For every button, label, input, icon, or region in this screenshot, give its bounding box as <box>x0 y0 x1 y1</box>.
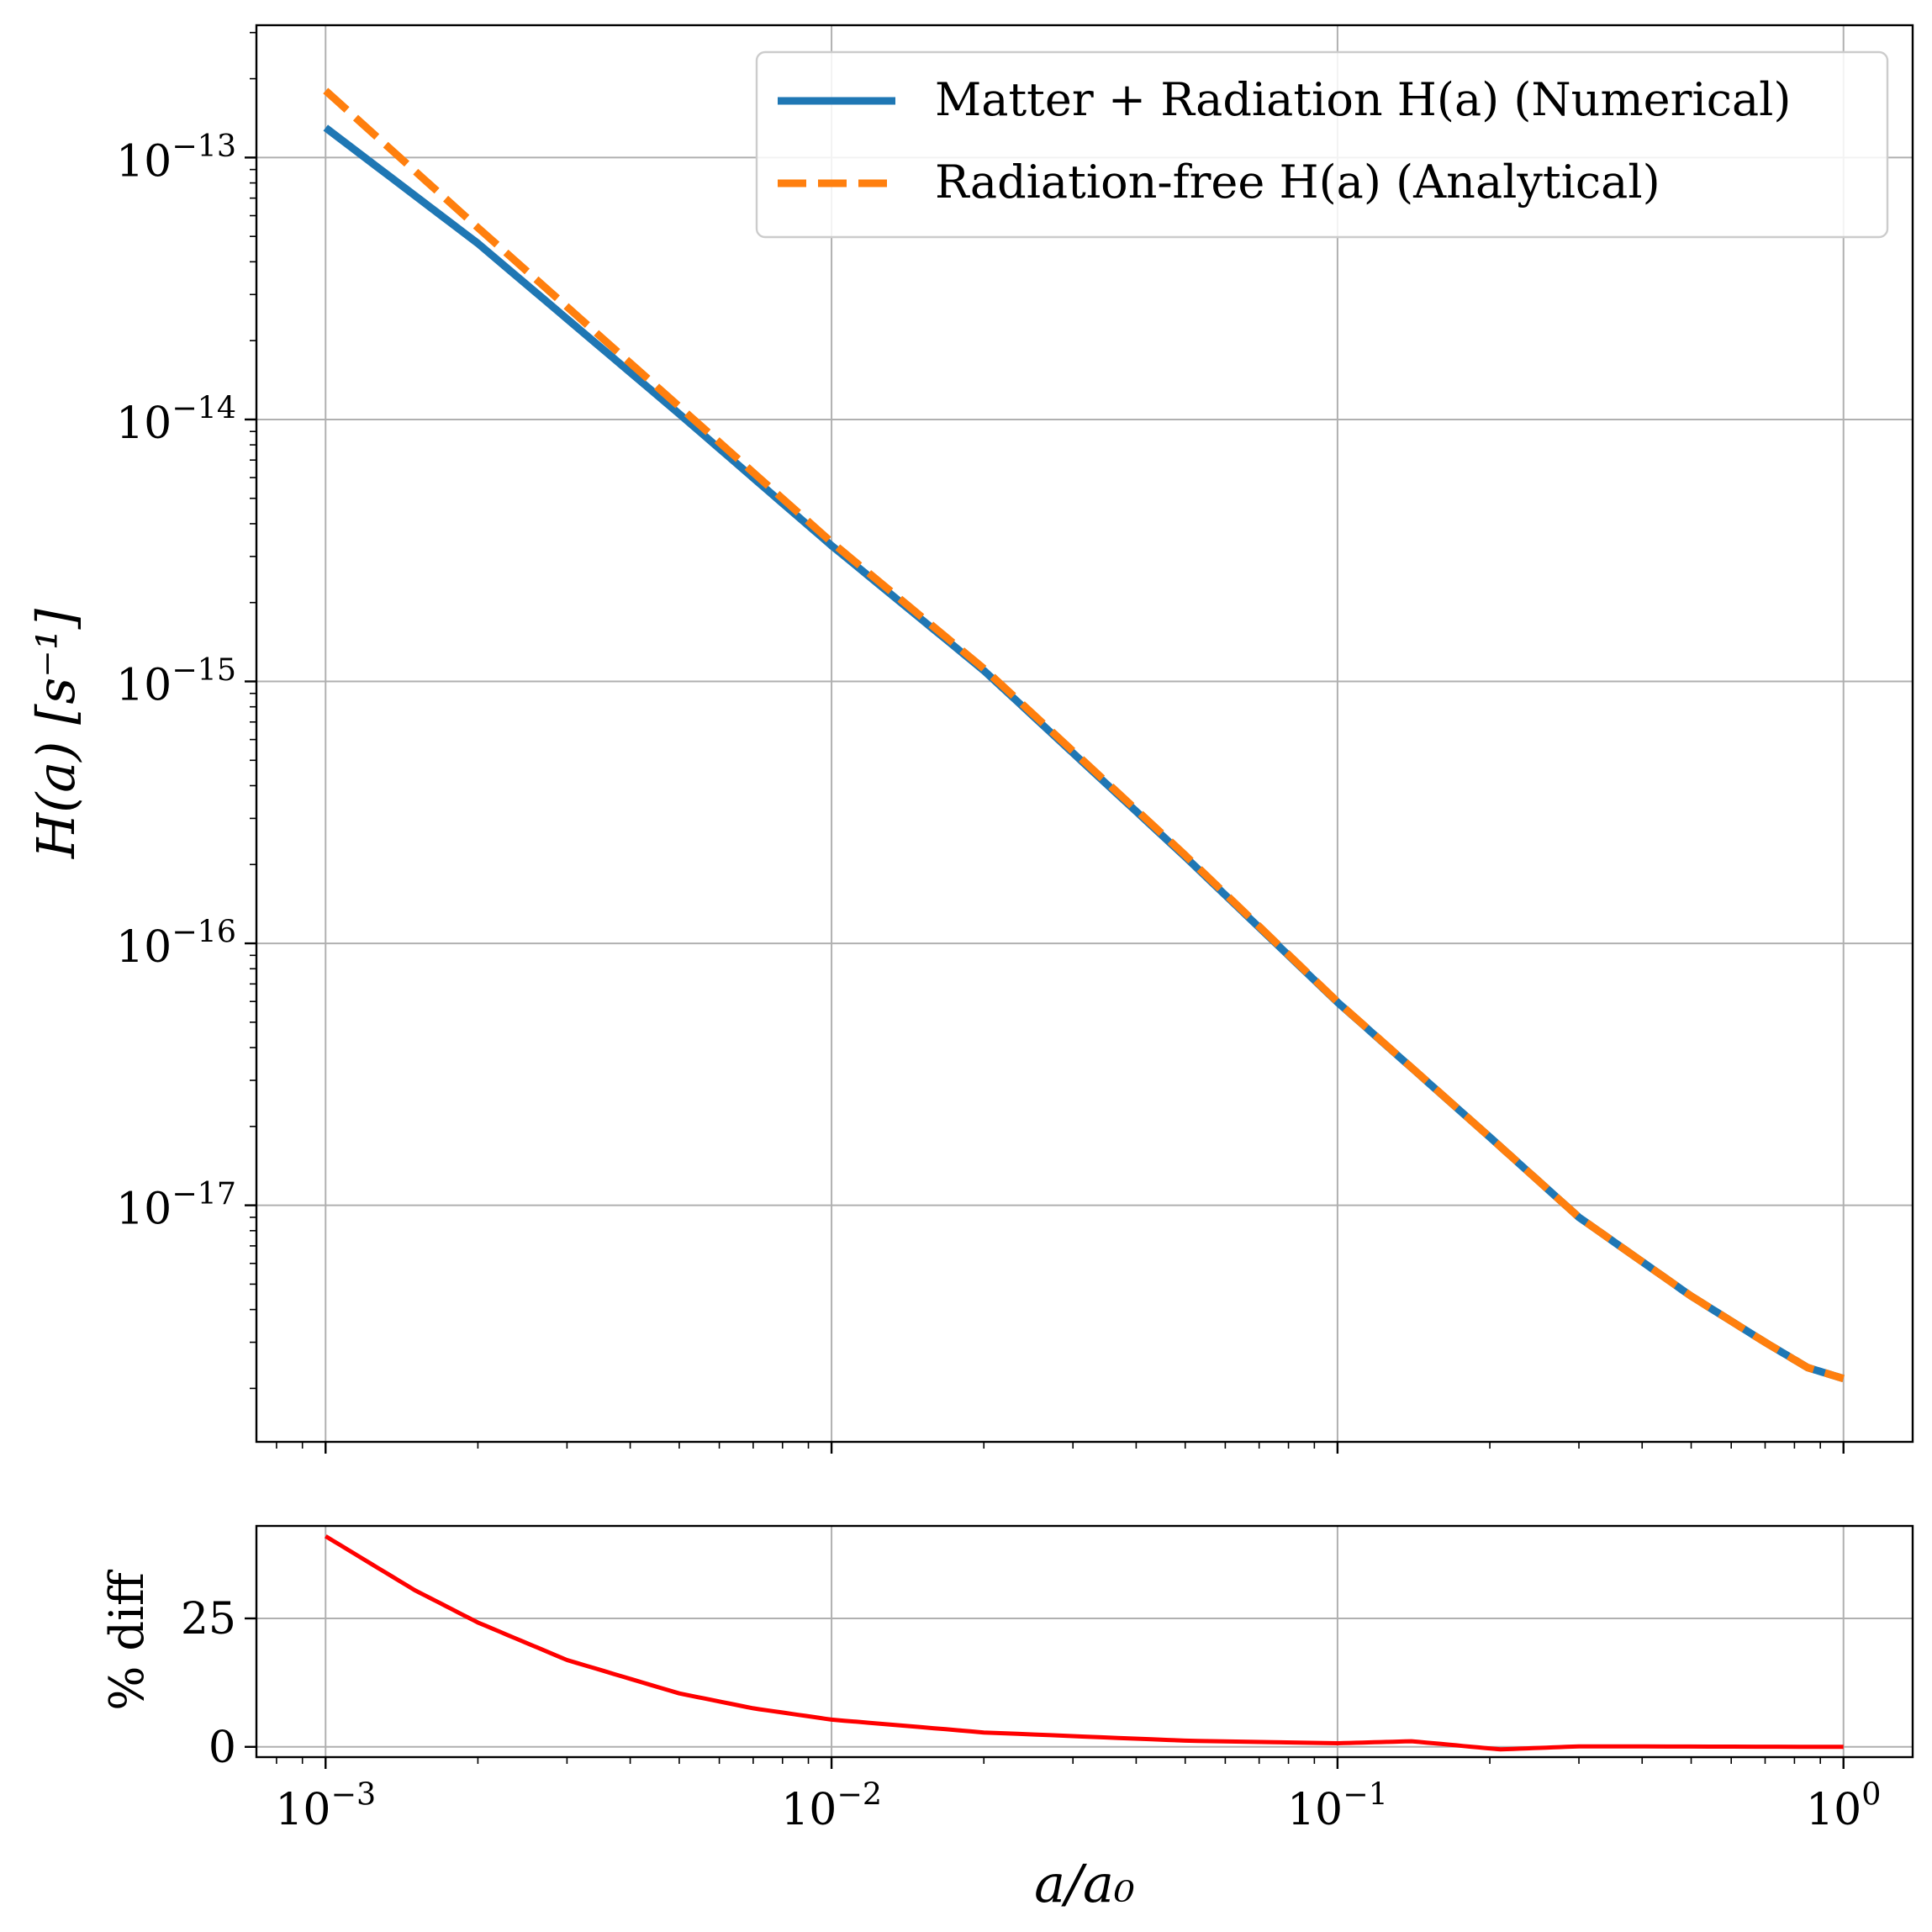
diff-xtick-label-exponent: 0 <box>1861 1776 1881 1813</box>
legend: Matter + Radiation H(a) (Numerical) Radia… <box>755 50 1889 239</box>
legend-label-1: Radiation-free H(a) (Analytical) <box>935 156 1660 209</box>
legend-label-0: Matter + Radiation H(a) (Numerical) <box>935 73 1792 126</box>
diff-xtick-label: 10−2 <box>781 1776 882 1835</box>
main-ytick-label-exponent: −17 <box>172 1175 236 1211</box>
diff-ylabel: % diff <box>100 1569 155 1711</box>
main-ytick-label-exponent: −16 <box>172 914 236 950</box>
diff-series-line <box>324 1534 1844 1752</box>
series-line-analytical <box>323 87 1845 1383</box>
main-ylabel: H(a) [s⁻¹] <box>25 608 87 859</box>
diff-xtick-label-base: 10 <box>275 1785 330 1835</box>
diff-xtick-label-exponent: −1 <box>1343 1776 1388 1813</box>
main-ytick-label-base: 10 <box>116 661 172 711</box>
diff-ytick-label: 25 <box>181 1594 236 1644</box>
xlabel: a/a₀ <box>1034 1853 1135 1914</box>
legend-box <box>755 50 1889 239</box>
series-line-numerical <box>323 124 1845 1383</box>
main-axes-frame <box>255 24 1914 1444</box>
diff-xtick-label-base: 10 <box>1287 1785 1343 1835</box>
main-ytick-label-base: 10 <box>116 136 172 187</box>
main-ytick-label-base: 10 <box>116 1185 172 1235</box>
diff-xtick-label: 10−1 <box>1287 1776 1388 1835</box>
axis-labels: H(a) [s⁻¹] % diff a/a₀ <box>25 608 1135 1914</box>
diff-xtick-label-exponent: −2 <box>837 1776 882 1813</box>
diff-xtick-label-base: 10 <box>781 1785 837 1835</box>
diff-axes-frame <box>255 1524 1914 1759</box>
main-ytick-label-exponent: −14 <box>172 390 236 426</box>
main-ytick-label-exponent: −15 <box>172 652 236 688</box>
main-ytick-label-exponent: −13 <box>172 128 236 164</box>
diff-xtick-label-base: 10 <box>1806 1785 1861 1835</box>
main-ytick-label: 10−13 <box>116 128 236 187</box>
diff-xtick-label-exponent: −3 <box>331 1776 377 1813</box>
main-ytick-label: 10−14 <box>116 390 236 449</box>
diff-xtick-label: 100 <box>1806 1776 1881 1835</box>
main-ytick-label-base: 10 <box>116 399 172 449</box>
main-ytick-label-base: 10 <box>116 922 172 973</box>
diff-ytick-label: 0 <box>209 1723 236 1773</box>
main-ytick-label: 10−17 <box>116 1175 236 1234</box>
main-ytick-label: 10−15 <box>116 652 236 710</box>
main-ytick-label: 10−16 <box>116 914 236 973</box>
diff-xtick-label: 10−3 <box>275 1776 376 1835</box>
